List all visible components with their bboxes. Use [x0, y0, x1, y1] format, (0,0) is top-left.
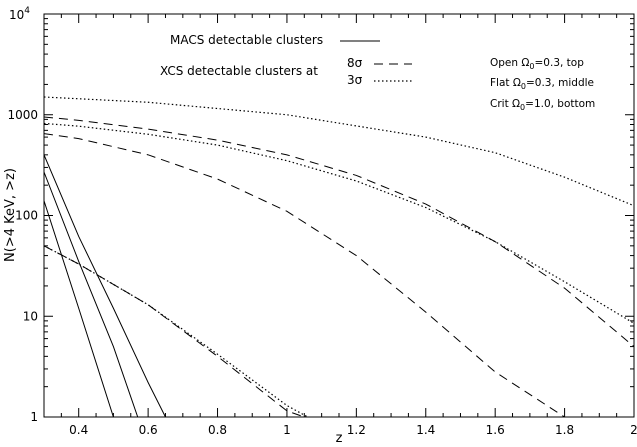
legend-xcs-label: XCS detectable clusters at	[160, 64, 318, 78]
legend-macs-label: MACS detectable clusters	[170, 33, 323, 47]
x-tick-label: 0.8	[208, 423, 227, 437]
x-axis-label: z	[336, 431, 343, 446]
series-line-solid-2	[44, 171, 139, 417]
y-axis-label: N(>4 KeV, >z)	[3, 168, 18, 262]
axis-ticks	[43, 14, 635, 418]
legend-8sigma-label: 8σ	[347, 56, 363, 70]
y-tick-label: 1000	[7, 108, 38, 122]
x-tick-label: 1.8	[555, 423, 574, 437]
x-tick-label: 1.2	[347, 423, 366, 437]
y-tick-label: 1	[30, 410, 38, 424]
series-line-dotted-8	[44, 122, 634, 324]
x-tick-label: 1	[283, 423, 291, 437]
plot-series-group	[44, 96, 634, 417]
y-tick-label: 100	[15, 209, 38, 223]
cosmology-notes: Open Ω0=0.3, top Flat Ω0=0.3, middle Cri…	[490, 57, 595, 112]
x-tick-label: 1.6	[486, 423, 505, 437]
series-line-dashed-4	[44, 116, 634, 347]
plot-frame	[43, 13, 635, 418]
series-line-dotted-9	[44, 245, 309, 417]
note-crit: Crit Ω0=1.0, bottom	[490, 98, 595, 112]
note-flat: Flat Ω0=0.3, middle	[490, 77, 594, 91]
series-line-solid-1	[44, 154, 166, 417]
y-tick-label: 10	[23, 309, 38, 323]
note-open: Open Ω0=0.3, top	[490, 57, 584, 71]
legend: MACS detectable clusters XCS detectable …	[160, 33, 412, 87]
x-tick-label: 2	[630, 423, 637, 437]
axis-tick-labels: 0.4 0.6 0.8 1 1.2 1.4 1.6 1.8 2 1 10 100 1000	[7, 108, 637, 437]
x-tick-label: 0.6	[139, 423, 158, 437]
series-line-solid-3	[44, 200, 114, 417]
series-line-dashed-5	[44, 133, 565, 417]
legend-3sigma-label: 3σ	[347, 73, 363, 87]
y-top-tick-label: 104	[9, 6, 30, 22]
series-line-dotted-7	[44, 96, 634, 207]
x-tick-label: 1.4	[416, 423, 435, 437]
x-tick-label: 0.4	[69, 423, 88, 437]
